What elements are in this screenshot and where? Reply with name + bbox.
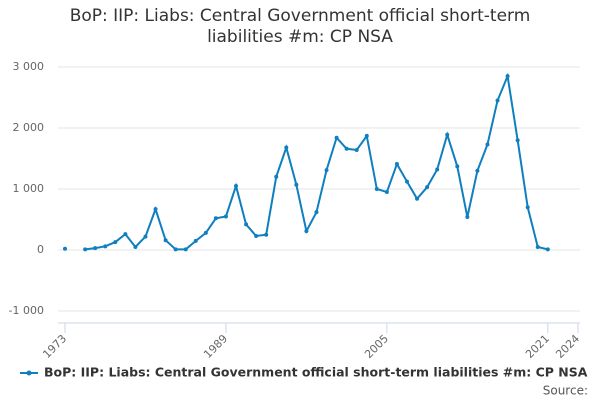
data-point (123, 232, 128, 237)
data-point (465, 215, 470, 220)
data-point (525, 205, 530, 210)
data-point (304, 229, 309, 234)
y-tick-label: 2 000 (13, 121, 45, 134)
data-point (515, 138, 520, 143)
data-point (143, 234, 148, 239)
data-point (244, 222, 249, 227)
data-point (535, 244, 540, 249)
data-point (133, 244, 138, 249)
x-tick-label: 2024 (553, 332, 582, 361)
y-tick-label: -1 000 (9, 304, 44, 317)
data-point (374, 187, 379, 191)
legend-marker (26, 370, 32, 376)
data-point (415, 196, 420, 201)
source: Source: (543, 384, 588, 398)
legend-label: BoP: IIP: Liabs: Central Government offi… (44, 365, 588, 380)
data-point (223, 214, 228, 219)
data-point (475, 168, 480, 173)
data-point (334, 135, 339, 140)
data-point (384, 190, 389, 195)
data-point (103, 244, 108, 249)
data-point (63, 246, 67, 251)
data-point (113, 240, 118, 245)
data-point (153, 207, 158, 212)
data-point (344, 146, 349, 151)
data-point (405, 179, 409, 184)
data-point (354, 147, 359, 152)
data-point (274, 174, 279, 179)
data-point (455, 164, 460, 169)
data-point (193, 238, 198, 243)
x-tick-label: 1973 (40, 332, 69, 361)
x-tick-label: 2021 (523, 332, 552, 361)
data-point (545, 247, 550, 252)
data-point (435, 167, 440, 172)
chart-title: BoP: IIP: Liabs: Central Government offi… (69, 6, 531, 47)
data-point (394, 161, 399, 166)
data-point (93, 246, 98, 251)
data-point (254, 233, 259, 238)
data-point (234, 183, 238, 188)
data-point (163, 238, 168, 243)
data-point (83, 247, 88, 252)
y-tick-label: 3 000 (13, 60, 45, 73)
data-point (495, 98, 500, 103)
x-tick-label: 2005 (362, 332, 391, 361)
data-point (183, 247, 188, 252)
data-point (294, 182, 299, 187)
data-point (314, 210, 319, 215)
data-point (284, 145, 289, 150)
data-point (364, 133, 369, 138)
y-tick-label: 1 000 (13, 182, 45, 195)
series-line (84, 72, 549, 251)
data-point (213, 216, 218, 221)
data-point (505, 74, 510, 79)
data-point (445, 132, 450, 137)
x-tick-label: 1989 (201, 332, 230, 361)
data-point (485, 142, 490, 147)
y-tick-label: 0 (37, 243, 44, 256)
data-point (425, 185, 430, 190)
data-point (203, 230, 208, 235)
data-point (173, 247, 178, 252)
data-point (264, 232, 269, 237)
data-point (324, 168, 329, 173)
